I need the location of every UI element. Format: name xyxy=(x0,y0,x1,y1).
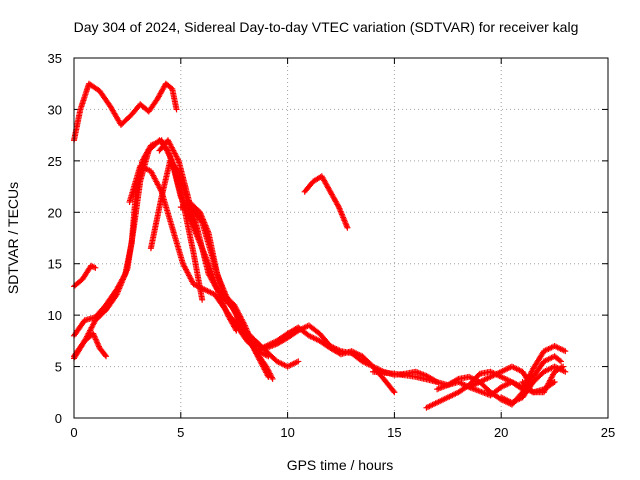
y-tick-label: 20 xyxy=(48,205,62,220)
data-point xyxy=(199,296,206,303)
data-point xyxy=(390,388,397,395)
x-axis-label: GPS time / hours xyxy=(287,457,394,473)
y-tick-label: 5 xyxy=(55,360,62,375)
grid xyxy=(74,58,608,418)
data-point xyxy=(269,375,276,382)
data-points xyxy=(71,80,569,411)
data-point xyxy=(198,218,205,225)
series-s18 xyxy=(498,363,569,406)
data-point xyxy=(551,379,558,385)
x-tick-label: 20 xyxy=(494,425,508,440)
series-s16 xyxy=(466,363,532,391)
series-s12 xyxy=(301,173,351,231)
y-axis-label: SDTVAR / TECUs xyxy=(5,182,21,294)
chart-title: Day 304 of 2024, Sidereal Day-to-day VTE… xyxy=(74,19,579,35)
data-point xyxy=(556,357,563,364)
y-tick-label: 10 xyxy=(48,308,62,323)
y-tick-label: 25 xyxy=(48,154,62,169)
data-point xyxy=(103,353,110,360)
data-point xyxy=(102,352,109,359)
series-s11 xyxy=(252,324,398,396)
data-point xyxy=(562,348,569,355)
x-tick-label: 25 xyxy=(601,425,615,440)
data-point xyxy=(344,224,351,231)
y-tick-label: 30 xyxy=(48,102,62,117)
data-point xyxy=(268,374,275,381)
y-tick-label: 35 xyxy=(48,51,62,66)
series-s1 xyxy=(71,80,180,144)
data-point xyxy=(529,388,536,395)
data-point xyxy=(173,106,180,113)
data-point xyxy=(92,264,99,271)
x-tick-label: 10 xyxy=(280,425,294,440)
y-tick-label: 0 xyxy=(55,411,62,426)
series-s2 xyxy=(71,262,99,290)
data-point xyxy=(562,368,569,375)
x-tick-label: 15 xyxy=(387,425,401,440)
data-point xyxy=(558,358,565,365)
data-point xyxy=(525,377,532,384)
data-point xyxy=(295,358,302,365)
axis-ticks: 0 5 10 15 20 25 0 5 10 15 20 25 30 35 xyxy=(48,51,616,440)
x-tick-label: 5 xyxy=(177,425,184,440)
y-tick-label: 15 xyxy=(48,257,62,272)
plot-frame xyxy=(73,57,609,419)
data-point xyxy=(391,389,398,396)
x-tick-label: 0 xyxy=(70,425,77,440)
data-point xyxy=(454,376,461,383)
